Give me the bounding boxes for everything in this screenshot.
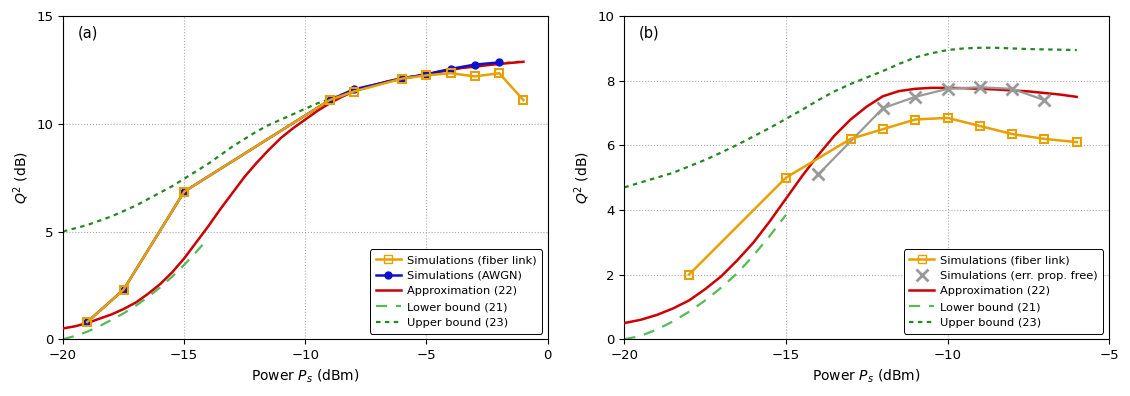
X-axis label: Power $P_s$ (dBm): Power $P_s$ (dBm) xyxy=(251,367,359,385)
Legend: Simulations (fiber link), Simulations (err. prop. free), Approximation (22), Low: Simulations (fiber link), Simulations (e… xyxy=(904,249,1103,333)
Text: (a): (a) xyxy=(78,26,98,41)
Y-axis label: $Q^2$ (dB): $Q^2$ (dB) xyxy=(11,151,31,204)
X-axis label: Power $P_s$ (dBm): Power $P_s$ (dBm) xyxy=(812,367,921,385)
Y-axis label: $Q^2$ (dB): $Q^2$ (dB) xyxy=(573,151,592,204)
Text: (b): (b) xyxy=(638,26,660,41)
Legend: Simulations (fiber link), Simulations (AWGN), Approximation (22), Lower bound (2: Simulations (fiber link), Simulations (A… xyxy=(371,249,542,333)
